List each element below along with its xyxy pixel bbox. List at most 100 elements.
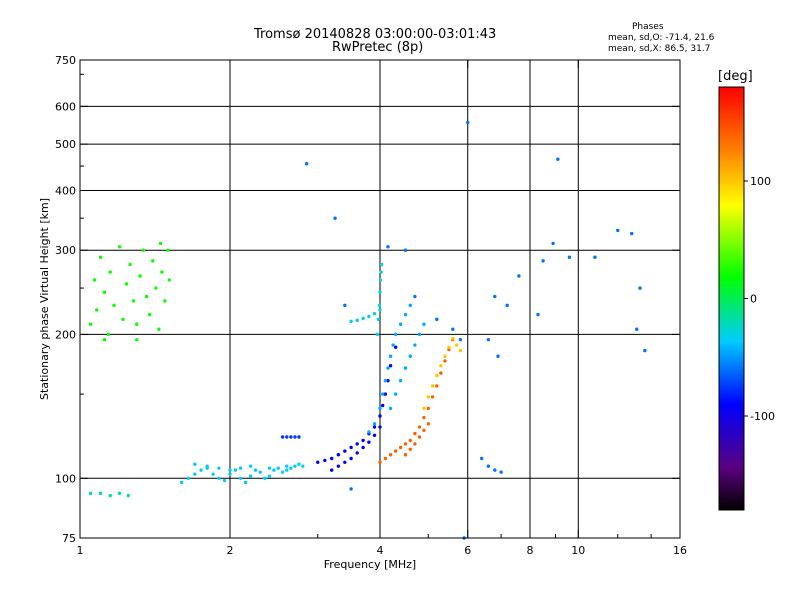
data-point xyxy=(379,270,383,274)
data-point xyxy=(417,425,422,429)
data-point xyxy=(330,468,334,472)
data-point xyxy=(398,445,403,450)
data-point xyxy=(496,354,500,358)
data-point xyxy=(413,442,417,446)
data-point xyxy=(233,468,238,472)
data-point xyxy=(458,337,463,342)
data-point xyxy=(403,366,408,370)
data-point xyxy=(378,308,382,312)
data-point xyxy=(403,248,408,252)
data-point xyxy=(403,442,408,446)
data-point xyxy=(238,466,243,470)
colorbar-tick-label: 100 xyxy=(750,175,771,188)
data-point xyxy=(536,312,540,317)
data-point xyxy=(272,468,276,472)
data-point xyxy=(454,343,459,347)
data-point xyxy=(378,278,383,282)
data-point xyxy=(403,453,408,457)
data-point xyxy=(426,395,430,399)
data-point xyxy=(422,322,426,326)
data-point xyxy=(293,464,297,468)
data-point xyxy=(567,255,572,259)
data-point xyxy=(439,363,443,368)
data-point xyxy=(154,286,158,290)
data-point xyxy=(375,332,379,337)
data-point xyxy=(248,464,253,468)
data-point xyxy=(391,343,395,347)
data-point xyxy=(393,449,398,453)
phases-o-stats: mean, sd,O: -71.4, 21.6 xyxy=(608,34,714,43)
data-point xyxy=(480,456,484,461)
data-point xyxy=(343,449,347,453)
data-point xyxy=(376,317,381,322)
data-point xyxy=(280,470,285,474)
data-point xyxy=(135,337,139,342)
data-point xyxy=(378,414,382,418)
x-tick-label: 10 xyxy=(571,544,585,557)
data-point xyxy=(285,435,289,439)
data-point xyxy=(458,348,463,353)
data-point xyxy=(486,337,491,342)
data-point xyxy=(301,464,305,468)
data-point xyxy=(108,270,112,274)
x-axis-label: Frequency [MHz] xyxy=(324,558,416,571)
data-point xyxy=(243,480,248,485)
data-point xyxy=(593,255,597,259)
data-point xyxy=(108,493,112,498)
data-point xyxy=(106,332,111,337)
data-point xyxy=(316,460,320,465)
data-point xyxy=(386,366,390,370)
data-point xyxy=(355,318,359,323)
data-point xyxy=(211,472,215,476)
data-point xyxy=(408,354,412,358)
data-point xyxy=(88,322,93,326)
data-point xyxy=(403,312,408,317)
data-point xyxy=(141,248,146,252)
data-point xyxy=(408,447,412,451)
data-point xyxy=(258,470,262,474)
data-point xyxy=(430,395,435,399)
data-point xyxy=(386,379,390,383)
data-point xyxy=(205,464,209,468)
data-point xyxy=(417,435,422,439)
data-point xyxy=(556,157,560,161)
data-point xyxy=(383,379,388,383)
data-point xyxy=(422,406,426,411)
data-point xyxy=(117,491,122,496)
data-point xyxy=(276,466,280,470)
data-point xyxy=(398,322,403,326)
data-point xyxy=(408,438,412,443)
data-point xyxy=(638,286,642,290)
colorbar-unit-label: [deg] xyxy=(718,69,753,84)
data-point xyxy=(238,476,243,480)
x-tick-label: 6 xyxy=(464,544,471,557)
x-tick-label: 1 xyxy=(77,544,84,557)
data-point xyxy=(422,415,426,420)
data-point xyxy=(413,294,417,299)
data-point xyxy=(166,248,170,252)
data-point xyxy=(228,468,232,472)
data-point xyxy=(217,476,221,480)
data-point xyxy=(361,316,365,321)
data-point xyxy=(186,476,191,480)
data-point xyxy=(493,468,497,472)
data-point xyxy=(131,299,136,303)
data-point xyxy=(388,453,393,457)
x-tick-label: 16 xyxy=(673,544,687,557)
data-point xyxy=(541,259,545,263)
data-point xyxy=(393,345,398,349)
data-point xyxy=(343,303,347,308)
data-point xyxy=(158,241,163,246)
data-point xyxy=(193,472,197,476)
data-point xyxy=(217,466,221,470)
data-point xyxy=(451,327,455,331)
data-point xyxy=(98,491,103,496)
data-point xyxy=(616,228,620,233)
data-point xyxy=(148,312,152,317)
x-tick-label: 8 xyxy=(527,544,534,557)
data-point xyxy=(157,327,161,331)
data-point xyxy=(466,120,470,125)
data-point xyxy=(349,487,353,491)
